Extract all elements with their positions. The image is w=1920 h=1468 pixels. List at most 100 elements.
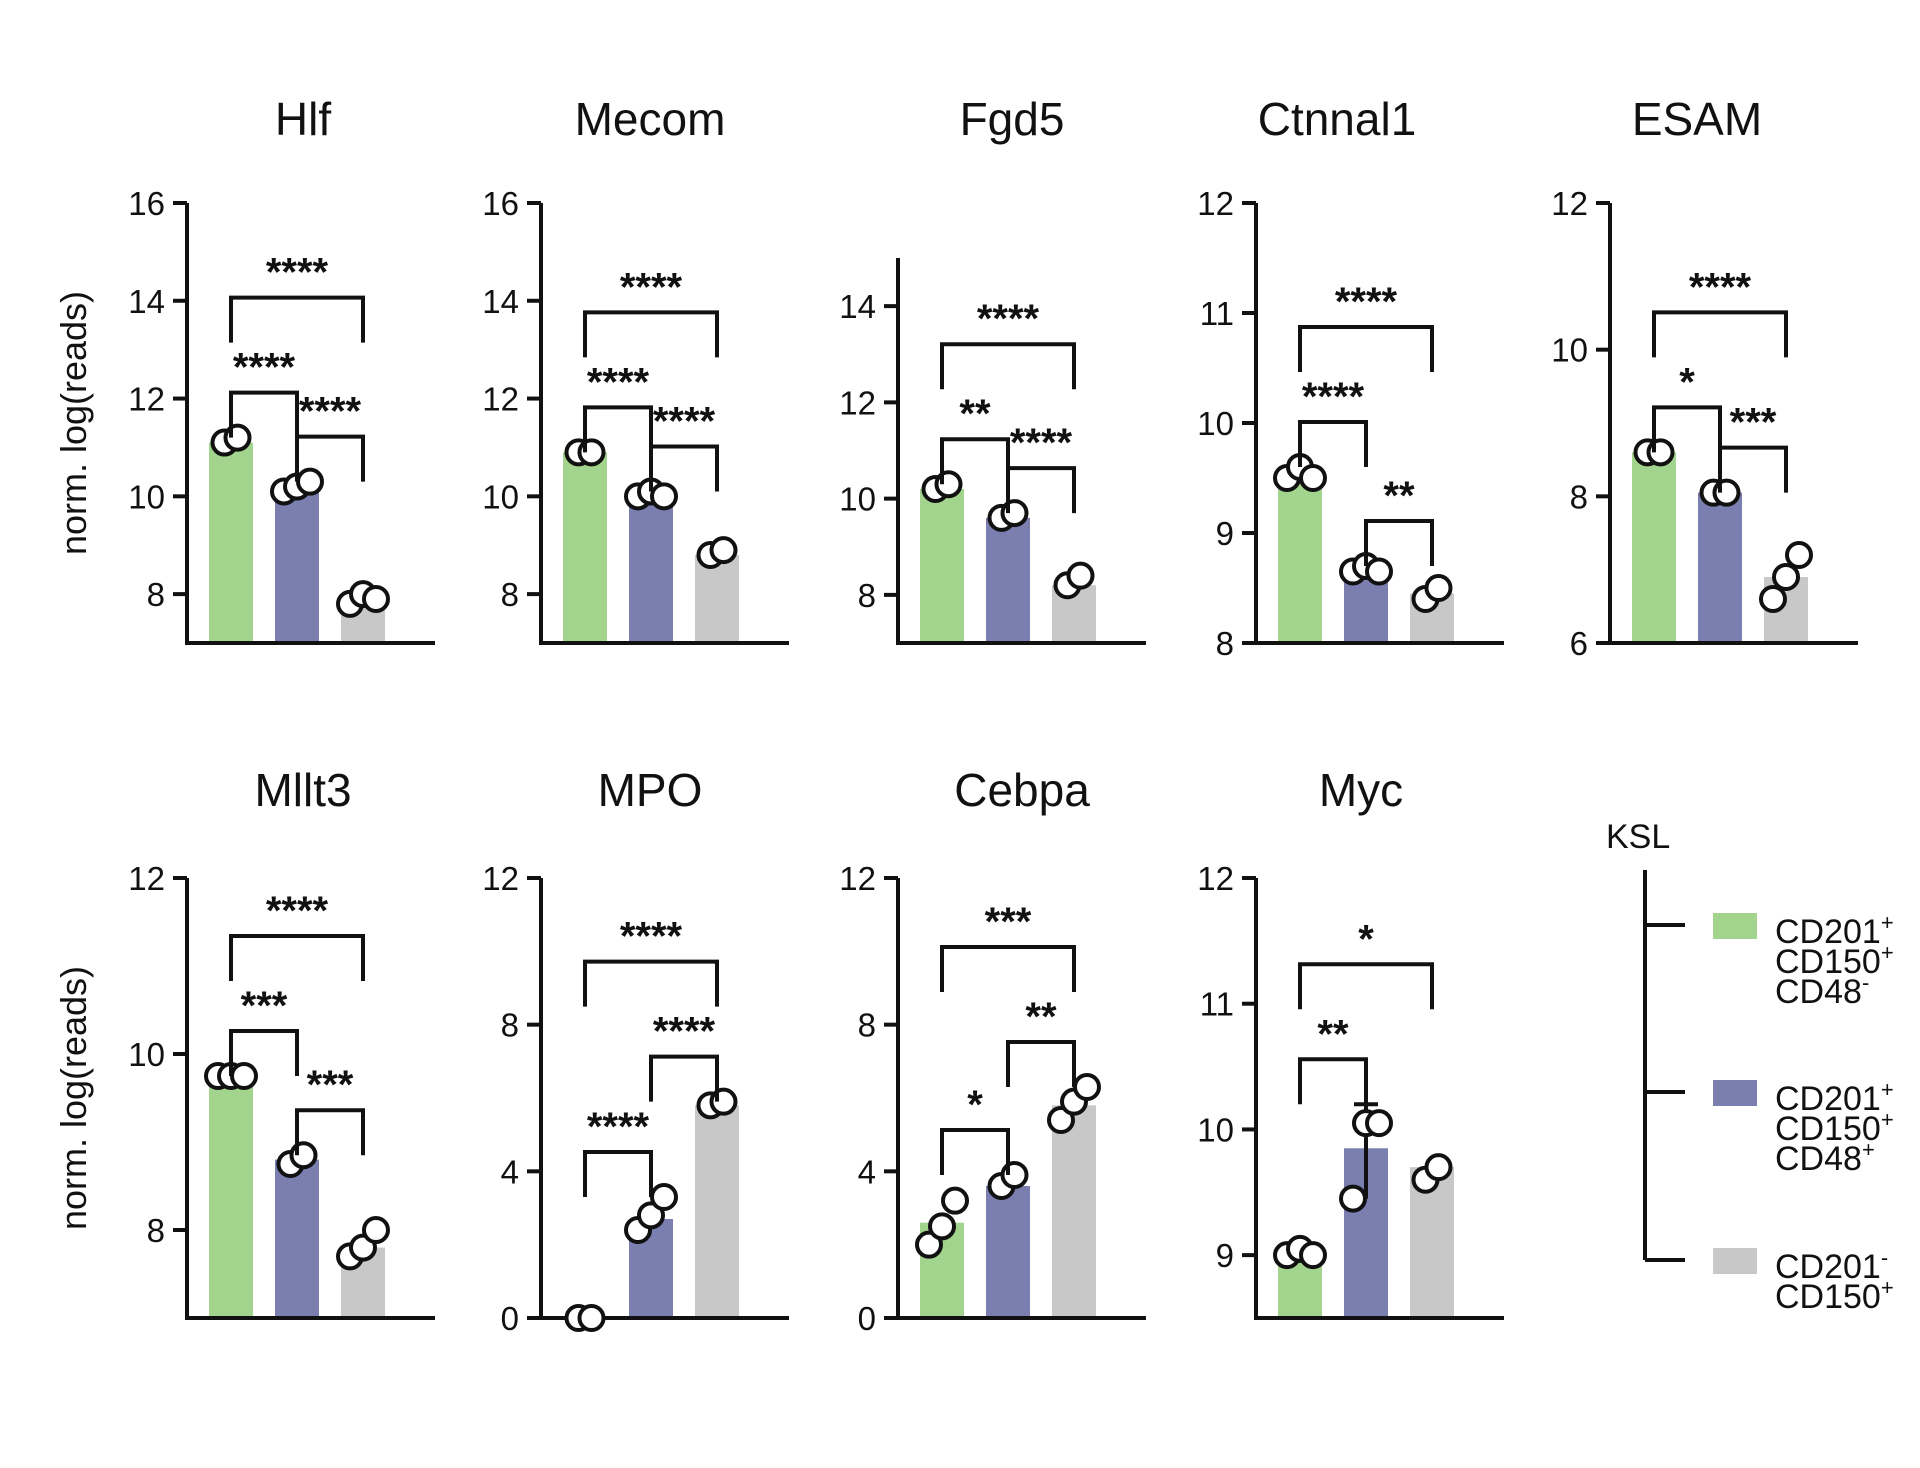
data-point bbox=[362, 585, 390, 613]
significance-bracket bbox=[940, 945, 1076, 992]
legend-label-line: CD150+ bbox=[1775, 940, 1894, 981]
y-tick-label: 14 bbox=[128, 283, 165, 320]
significance-bracket bbox=[1298, 1057, 1368, 1105]
bar bbox=[1052, 1105, 1096, 1318]
bar bbox=[629, 496, 673, 643]
significance-bracket bbox=[940, 342, 1076, 390]
data-point bbox=[1424, 1153, 1453, 1182]
y-axis-label: norm. log(reads) bbox=[53, 966, 94, 1230]
y-tick-label: 0 bbox=[858, 1300, 876, 1337]
significance-bracket bbox=[940, 437, 1010, 485]
significance-bracket bbox=[295, 1108, 365, 1156]
data-point bbox=[1066, 561, 1095, 590]
bar bbox=[209, 442, 253, 643]
y-tick-label: 10 bbox=[482, 478, 519, 515]
y-tick-label: 16 bbox=[128, 185, 165, 222]
significance-label: **** bbox=[587, 360, 650, 404]
significance-label: ** bbox=[1383, 474, 1415, 518]
significance-label: **** bbox=[587, 1105, 650, 1149]
significance-label: **** bbox=[266, 251, 329, 295]
panel-title: Ctnnal1 bbox=[1258, 93, 1417, 145]
panel-title: Hlf bbox=[275, 93, 331, 145]
y-tick-label: 12 bbox=[128, 381, 165, 418]
data-point bbox=[1073, 1073, 1101, 1101]
bar bbox=[563, 452, 607, 643]
significance-bracket bbox=[1652, 310, 1788, 358]
panel-title: ESAM bbox=[1632, 93, 1762, 145]
y-tick-label: 16 bbox=[482, 185, 519, 222]
significance-label: ** bbox=[959, 392, 991, 436]
significance-label: **** bbox=[233, 346, 296, 390]
bar bbox=[1632, 452, 1676, 643]
y-tick-label: 12 bbox=[482, 860, 519, 897]
y-tick-label: 14 bbox=[482, 283, 519, 320]
significance-label: **** bbox=[1010, 421, 1073, 465]
panel-mpo: MPO 0 4 8 12 **** **** **** bbox=[482, 764, 789, 1337]
significance-bracket bbox=[1718, 445, 1788, 493]
significance-label: **** bbox=[1689, 265, 1752, 309]
significance-bracket bbox=[229, 1029, 299, 1076]
significance-bracket bbox=[649, 1054, 719, 1102]
y-tick-label: 8 bbox=[1216, 625, 1234, 662]
y-tick-label: 12 bbox=[482, 381, 519, 418]
significance-label: *** bbox=[985, 900, 1032, 944]
significance-label: **** bbox=[653, 1010, 716, 1054]
legend-header: KSL bbox=[1606, 818, 1670, 856]
significance-bracket bbox=[583, 405, 653, 453]
panel-title: Mecom bbox=[575, 93, 726, 145]
significance-label: **** bbox=[977, 297, 1040, 341]
significance-label: **** bbox=[1302, 375, 1365, 419]
y-tick-label: 8 bbox=[147, 576, 165, 613]
significance-label: *** bbox=[1730, 401, 1777, 445]
bar bbox=[1698, 492, 1742, 643]
data-point bbox=[1772, 563, 1800, 591]
y-tick-label: 8 bbox=[858, 577, 876, 614]
data-point bbox=[577, 1304, 606, 1332]
legend-label-line: CD150+ bbox=[1775, 1107, 1894, 1148]
legend-label-line: CD48+ bbox=[1775, 1137, 1875, 1178]
y-tick-label: 12 bbox=[839, 384, 876, 421]
panel-title: Fgd5 bbox=[960, 93, 1065, 145]
significance-label: **** bbox=[653, 399, 716, 443]
data-point bbox=[362, 1216, 390, 1244]
y-tick-label: 6 bbox=[1570, 625, 1588, 662]
significance-label: **** bbox=[266, 889, 329, 933]
significance-bracket bbox=[1298, 962, 1434, 1010]
data-point bbox=[709, 536, 738, 565]
data-point bbox=[1047, 1106, 1075, 1134]
data-point bbox=[1785, 541, 1813, 569]
y-tick-label: 10 bbox=[128, 478, 165, 515]
data-point bbox=[1365, 557, 1393, 586]
panel-title: Mllt3 bbox=[254, 764, 351, 816]
data-point bbox=[941, 1186, 969, 1215]
panel-title: Cebpa bbox=[954, 764, 1090, 816]
data-point bbox=[915, 1230, 943, 1259]
significance-bracket bbox=[1006, 1040, 1076, 1087]
legend-swatch bbox=[1713, 913, 1757, 939]
bar bbox=[920, 489, 964, 643]
data-point bbox=[230, 1062, 258, 1090]
y-tick-label: 14 bbox=[839, 288, 876, 325]
significance-bracket bbox=[583, 310, 719, 358]
data-point bbox=[1299, 464, 1327, 492]
legend-label-line: CD150+ bbox=[1775, 1275, 1894, 1316]
y-tick-label: 10 bbox=[1197, 1111, 1234, 1148]
y-tick-label: 12 bbox=[1197, 860, 1234, 897]
significance-bracket bbox=[583, 1150, 653, 1197]
y-tick-label: 9 bbox=[1216, 1237, 1234, 1274]
panel-title: Myc bbox=[1319, 764, 1403, 816]
bar bbox=[1278, 478, 1322, 643]
data-point bbox=[1339, 1184, 1367, 1213]
bar bbox=[695, 1105, 739, 1318]
significance-bracket bbox=[583, 959, 719, 1007]
significance-label: **** bbox=[620, 915, 683, 959]
significance-label: *** bbox=[241, 984, 288, 1028]
significance-bracket bbox=[1298, 325, 1434, 372]
significance-label: ** bbox=[1317, 1012, 1349, 1056]
